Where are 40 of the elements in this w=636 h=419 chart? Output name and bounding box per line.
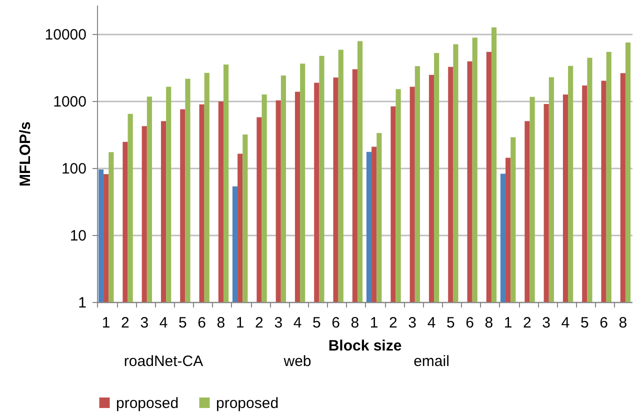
x-tick-label: 2 [389, 314, 398, 332]
x-tick-label: 4 [159, 314, 168, 332]
x-tick-label: 1 [370, 314, 378, 332]
x-tick-label: 8 [216, 314, 226, 332]
x-tick-label: 6 [466, 314, 474, 332]
x-tick-label: 5 [312, 314, 321, 332]
y-axis-title: MFLOP/s [16, 121, 34, 187]
legend-label: proposed [216, 394, 279, 412]
text: email [414, 353, 450, 370]
x-axis-title: Block size [328, 338, 402, 354]
y-tick-label: 1000 [53, 93, 86, 110]
x-tick-label: 5 [580, 314, 589, 332]
x-tick-label: 5 [178, 314, 187, 332]
y-tick-label: 10000 [44, 26, 86, 44]
x-tick-label: 1 [236, 314, 244, 332]
x-tick-label: 3 [542, 314, 551, 332]
x-tick-label: 8 [484, 314, 494, 332]
x-tick-label: 2 [255, 314, 264, 332]
x-tick-label: 8 [618, 314, 628, 332]
x-tick-label: 6 [600, 314, 608, 332]
text: web [282, 353, 312, 370]
x-tick-label: 6 [198, 314, 206, 332]
x-tick-label: 3 [274, 314, 283, 332]
text: roadNet-CA [124, 353, 204, 370]
x-tick-label: 3 [408, 314, 417, 332]
x-tick-label: 8 [350, 314, 360, 332]
x-tick-label: 4 [293, 314, 302, 332]
x-tick-label: 2 [523, 314, 532, 332]
x-tick-label: 1 [504, 314, 512, 332]
x-tick-label: 2 [121, 314, 130, 332]
y-tick-label: 1 [78, 294, 86, 312]
x-tick-label: 1 [102, 314, 110, 332]
x-tick-label: 5 [446, 314, 455, 332]
x-tick-label: 4 [427, 314, 436, 332]
y-tick-label: 100 [61, 160, 86, 178]
legend-label: proposed [116, 394, 179, 412]
x-tick-label: 3 [140, 314, 149, 332]
x-tick-label: 6 [332, 314, 340, 332]
x-tick-label: 4 [561, 314, 570, 332]
y-tick-label: 10 [70, 227, 86, 244]
